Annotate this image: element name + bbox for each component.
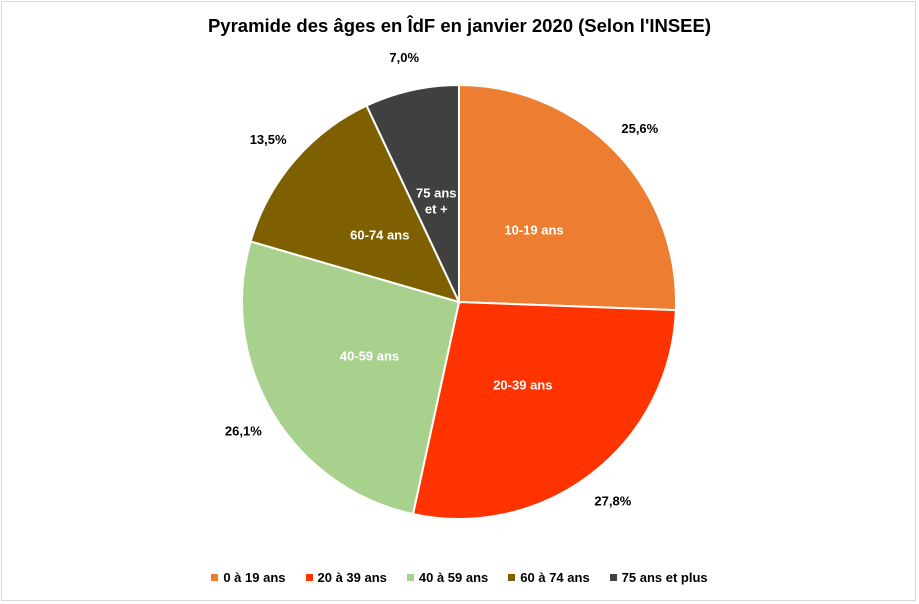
legend-label: 40 à 59 ans <box>418 570 489 585</box>
slice-percent-label: 27,8% <box>594 493 631 508</box>
legend-item-0-a-19-ans: 0 à 19 ans <box>211 570 286 585</box>
slice-inner-label: 20-39 ans <box>493 377 552 392</box>
slice-percent-label: 26,1% <box>225 423 262 438</box>
legend-swatch <box>211 574 219 581</box>
legend-item-40-a-59-ans: 40 à 59 ans <box>406 570 489 585</box>
slice-percent-label: 13,5% <box>250 132 287 147</box>
legend-label: 20 à 39 ans <box>317 570 387 585</box>
slice-inner-label: 75 ans et + <box>416 185 456 216</box>
legend-item-20-a-39-ans: 20 à 39 ans <box>305 570 387 585</box>
legend-label: 0 à 19 ans <box>223 570 286 585</box>
chart-title: Pyramide des âges en ÎdF en janvier 2020… <box>207 15 712 36</box>
legend-label: 60 à 74 ans <box>520 570 590 585</box>
legend-swatch <box>406 574 414 581</box>
legend-item-60-a-74-ans: 60 à 74 ans <box>508 570 590 585</box>
legend-swatch <box>508 574 516 581</box>
chart-legend: 0 à 19 ans 20 à 39 ans 40 à 59 ans 60 à 74 … <box>0 570 919 585</box>
legend-item-75-ans-et-plus: 75 ans et plus <box>609 570 708 585</box>
pie-slice-20-a-39-ans <box>411 300 677 520</box>
slice-percent-label: 25,6% <box>621 121 658 136</box>
legend-label: 75 ans et plus <box>621 570 708 585</box>
legend-swatch <box>609 574 617 581</box>
pie-slice-0-a-19-ans <box>458 83 677 312</box>
slice-percent-label: 7,0% <box>389 50 419 65</box>
slice-inner-label: 60-74 ans <box>350 227 409 242</box>
pie-slice-75-ans-et-plus <box>365 83 460 303</box>
slice-inner-label: 40-59 ans <box>340 348 399 363</box>
pie-slice-40-a-59-ans <box>241 240 461 516</box>
legend-swatch <box>305 574 313 581</box>
slice-inner-label: 10-19 ans <box>504 223 563 238</box>
pie-slice-60-a-74-ans <box>249 104 461 304</box>
